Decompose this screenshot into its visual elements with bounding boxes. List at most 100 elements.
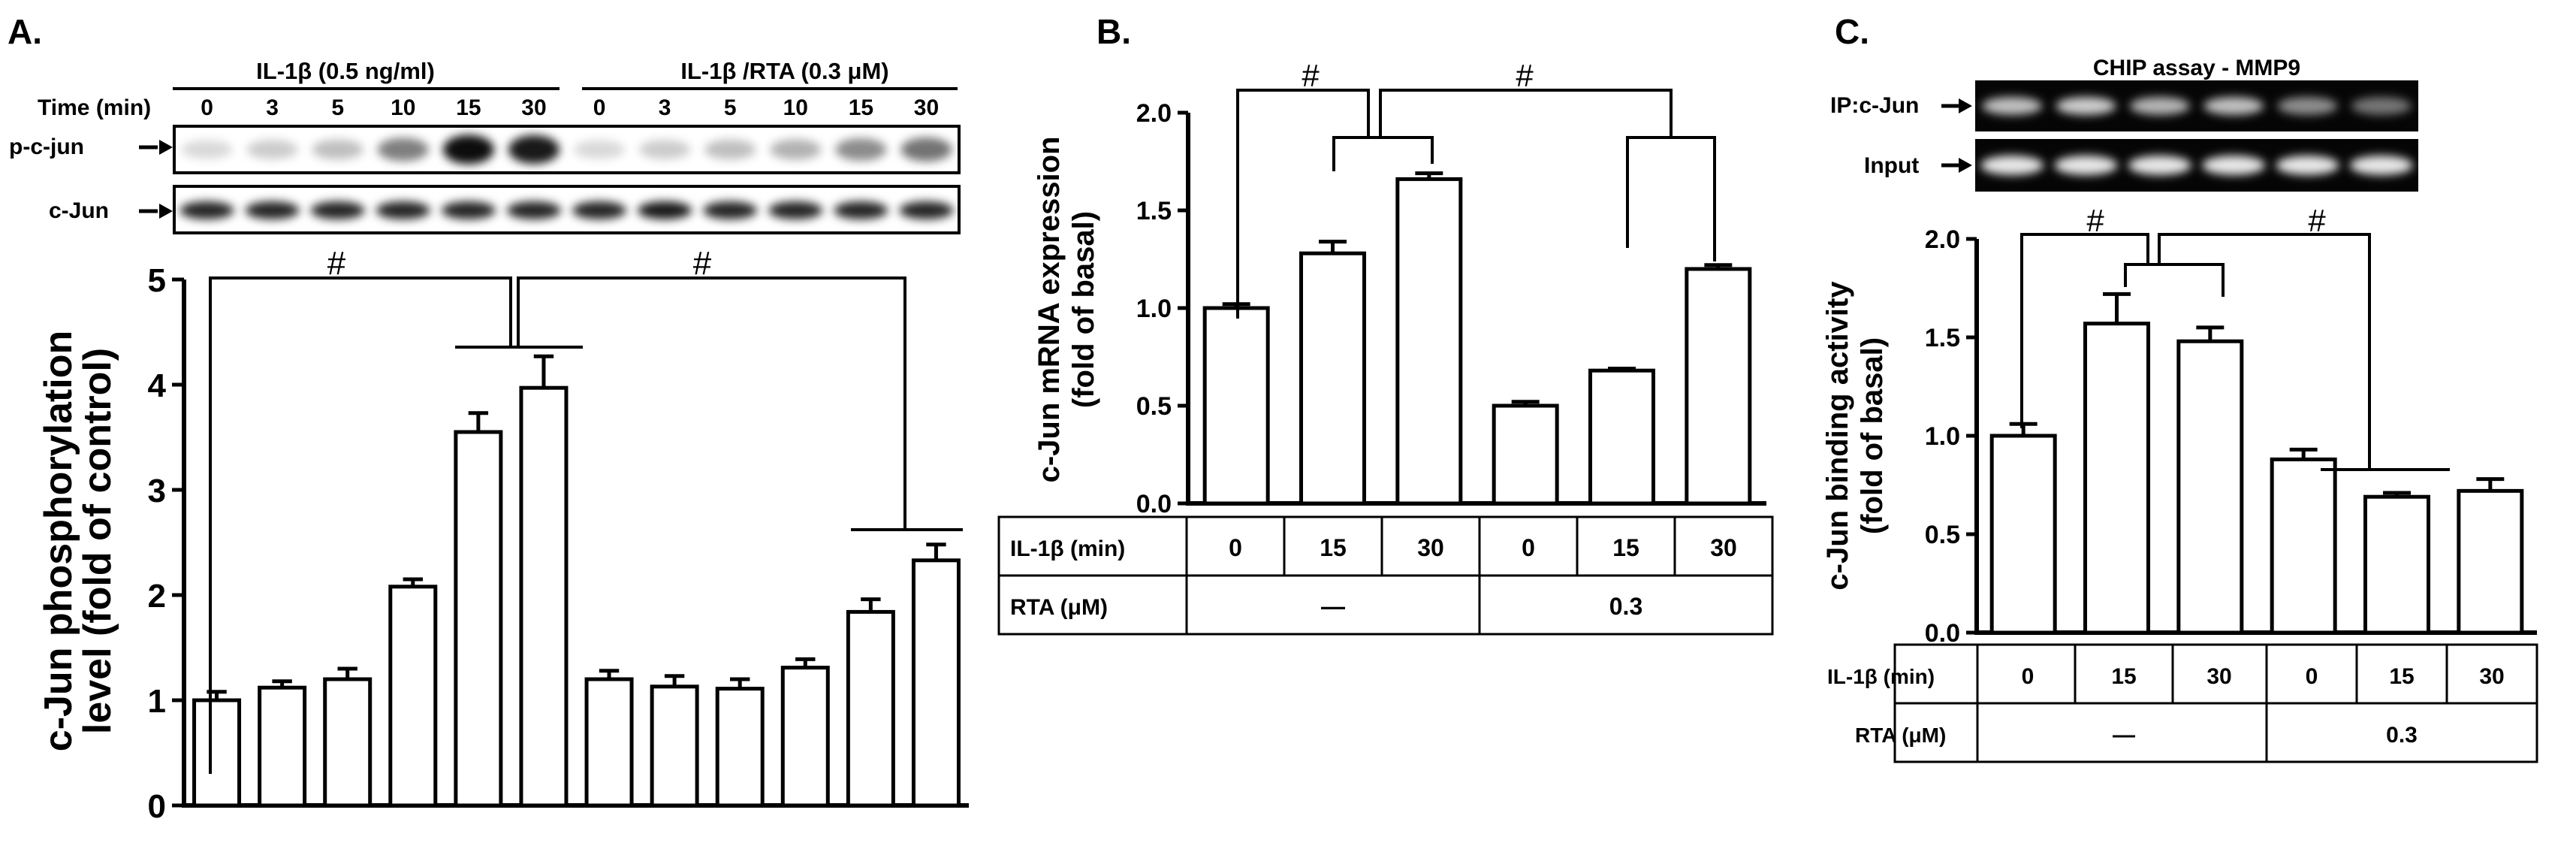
panel-c-table-rta-group1: —	[2113, 723, 2135, 748]
panel-a-error-bar	[599, 669, 620, 679]
panel-b-bar	[1299, 251, 1366, 506]
panel-c-bracket-left	[2020, 233, 2149, 428]
panel-b-bracket-right	[1379, 89, 1673, 137]
panel-a-y-tick-label: 4	[148, 367, 167, 404]
blot-row1-band	[574, 140, 626, 159]
panel-a-sig-symbol-1: #	[327, 245, 346, 282]
blot-row2-band	[834, 201, 888, 219]
panel-a-y-tick-label: 1	[148, 683, 166, 720]
panel-a-bar	[258, 685, 307, 808]
panel-a-sig-symbol-2: #	[693, 245, 712, 282]
panel-c-gel-row1-band	[2203, 97, 2264, 115]
panel-b-y-tick-label: 1.5	[1136, 197, 1172, 225]
panel-a-error-bar	[730, 677, 750, 689]
panel-a-bar	[192, 698, 242, 808]
blot-row1-band	[835, 137, 887, 162]
blot-row2-band	[638, 201, 692, 219]
panel-a-error-bar	[337, 666, 357, 679]
blot-time-label-item: 5	[724, 95, 737, 120]
blot-row2-band	[506, 201, 561, 219]
blot-time-label-item: 0	[593, 95, 606, 120]
blot-time-label-item: 30	[914, 95, 939, 120]
panel-b-bar	[1588, 368, 1655, 506]
panel-c-gel-row1-band	[2129, 97, 2190, 115]
panel-b-table-time-1: 0	[1229, 534, 1242, 561]
panel-b-table-time-3: 30	[1417, 534, 1444, 561]
panel-b-y-tick-label: 0.0	[1136, 490, 1172, 518]
panel-c-gel-row1-band	[1982, 97, 2043, 115]
panel-c-y-tick-label: 1.5	[1925, 324, 1960, 352]
panel-b-table-time-5: 15	[1612, 534, 1639, 561]
panel-c-gel-row2-band	[2349, 156, 2413, 175]
blot-row1-band	[181, 140, 233, 159]
panel-b-error-bar	[1704, 263, 1733, 269]
blot-row2-band	[899, 201, 954, 219]
panel-c-gel-row1-band	[2351, 97, 2412, 115]
panel-c-gel-row1-band	[2277, 97, 2338, 115]
blot-row1-band	[770, 139, 822, 160]
panel-a-bar	[911, 558, 961, 808]
blot-time-label: Time (min)	[38, 95, 151, 120]
panel-c-gel-row2-band	[2128, 156, 2191, 175]
panel-b-table-time-4: 0	[1522, 534, 1535, 561]
panel-c-bar-chart: c-Jun binding activity(fold of basal) 0.…	[1821, 203, 2538, 763]
panel-c-bracket-mid	[2124, 263, 2225, 297]
blot-row1-band	[508, 134, 560, 165]
panel-c-bar	[2083, 322, 2150, 635]
blot-row2-strip	[173, 185, 961, 234]
blot-row1-band	[312, 139, 363, 160]
panel-a-bar	[846, 609, 895, 808]
blot-row2-band	[768, 201, 823, 219]
panel-c-chip-gel: CHIP assay - MMP9 IP:c-Jun Input	[1830, 56, 2418, 192]
panel-c-gel-row2-label: Input	[1864, 153, 1919, 178]
panel-b-bar	[1395, 177, 1463, 506]
blot-row1-band	[246, 140, 298, 159]
panel-c-bar	[2176, 339, 2244, 635]
blot-row2-band	[179, 201, 234, 219]
panel-a-y-tick-label: 5	[148, 262, 166, 299]
panel-a-error-bar	[533, 354, 554, 388]
panel-c-gel-row1-label: IP:c-Jun	[1830, 93, 1919, 118]
blot-row2-band	[572, 201, 627, 219]
panel-c-y-tick-label: 2.0	[1925, 225, 1960, 254]
blot-time-label-item: 0	[201, 95, 213, 120]
blot-row1-band	[900, 137, 952, 162]
panel-a-bar	[388, 585, 438, 808]
panel-c-gel-row2-strip	[1975, 139, 2418, 192]
panel-c-y-tick-label: 0.5	[1925, 521, 1960, 549]
blot-time-label-item: 10	[783, 95, 808, 120]
panel-b-bar	[1492, 403, 1559, 506]
panel-c-table-time-5: 15	[2389, 664, 2414, 689]
blot-row1-strip	[173, 125, 961, 174]
panel-b-table-row1-label: IL-1β (min)	[1010, 536, 1125, 561]
panel-b-y-tick-label: 2.0	[1136, 99, 1172, 128]
panel-a-bar	[519, 385, 569, 808]
panel-c-treatment-table: IL-1β (min) RTA (μM) 0 15 30 0 15 30 — 0…	[1827, 643, 2538, 763]
panel-c-error-bar	[2009, 422, 2038, 436]
panel-a-y-axis-label: c-Jun phosphorylationlevel (fold of cont…	[37, 331, 119, 751]
blot-time-label-item: 30	[521, 95, 546, 120]
panel-b-table-rta-group1: —	[1321, 593, 1345, 620]
panel-c-y-tick-label: 0.0	[1925, 619, 1960, 648]
panel-c-table-time-2: 15	[2111, 664, 2136, 689]
panel-a-error-bar	[664, 674, 685, 687]
panel-b-significance-brackets: # #	[1236, 58, 1716, 319]
panel-a-significance-brackets: # #	[209, 245, 963, 774]
panel-c-bracket-right	[2158, 233, 2371, 470]
blot-row2-band	[245, 201, 300, 219]
blot-row2-label: c-Jun	[49, 198, 109, 223]
panel-b-sig-symbol-1: #	[1302, 58, 1320, 93]
panel-c-error-bar	[2476, 477, 2505, 491]
panel-b-table-rta-group2: 0.3	[1609, 593, 1642, 620]
panel-c-significance-brackets: # #	[2020, 203, 2450, 471]
panel-a-y-tick-label: 0	[148, 788, 166, 825]
panel-c-gel-row2-band	[2202, 156, 2266, 175]
panel-b-error-bar	[1511, 400, 1540, 406]
panel-c-row1-arrowhead-icon	[1959, 98, 1972, 113]
panel-b-letter: B.	[1096, 12, 1131, 51]
blot-row2-band	[376, 201, 430, 219]
panel-b-y-tick-label: 1.0	[1136, 295, 1172, 323]
blot-row1-band	[704, 139, 756, 160]
panel-a-bar	[650, 684, 699, 808]
